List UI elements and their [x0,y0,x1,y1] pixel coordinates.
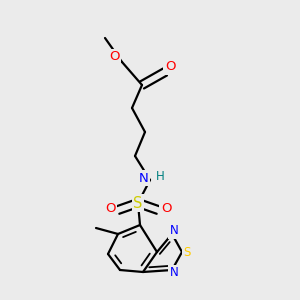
Text: O: O [165,61,175,74]
Text: O: O [105,202,115,215]
Text: O: O [109,50,119,64]
Text: S: S [183,245,191,259]
Text: N: N [139,172,149,184]
Text: N: N [169,266,178,280]
Text: S: S [133,196,143,211]
Text: N: N [169,224,178,238]
Text: H: H [156,170,164,184]
Text: O: O [161,202,171,215]
